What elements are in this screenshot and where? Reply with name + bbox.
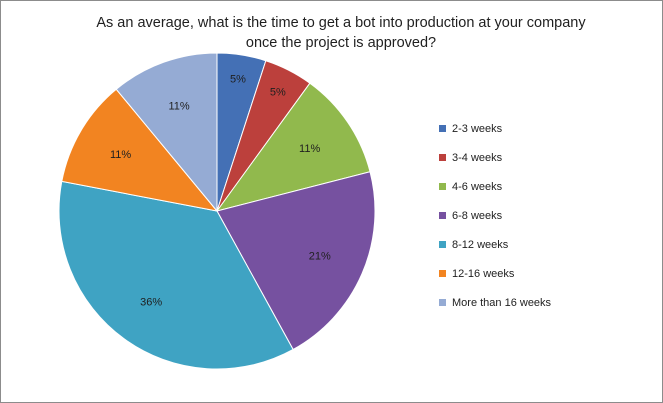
legend-item: 6-8 weeks <box>439 201 551 230</box>
legend-label: More than 16 weeks <box>452 296 552 309</box>
legend-label: 8-12 weeks <box>452 238 509 251</box>
legend-label: 4-6 weeks <box>452 180 503 193</box>
pie-data-label: 11% <box>168 101 189 113</box>
chart-title-line-2: once the project is approved? <box>245 35 437 51</box>
pie-data-label: 5% <box>270 87 286 99</box>
pie-data-label: 11% <box>299 143 320 155</box>
legend-label: 6-8 weeks <box>452 209 503 222</box>
legend-swatch <box>439 270 446 277</box>
legend-label: 12-16 weeks <box>452 267 515 280</box>
legend-label: 3-4 weeks <box>452 151 503 164</box>
legend-item: 4-6 weeks <box>439 172 551 201</box>
pie-data-label: 5% <box>230 74 246 86</box>
pie-slice-12-16-weeks <box>61 88 219 212</box>
chart-title-line-1: As an average, what is the time to get a… <box>96 15 586 31</box>
pie-slice-4-6-weeks <box>215 82 371 212</box>
pie-data-label: 36% <box>140 297 162 309</box>
legend-item: 8-12 weeks <box>439 230 551 259</box>
pie-slice-6-8-weeks <box>216 171 376 351</box>
legend-item: 3-4 weeks <box>439 143 551 172</box>
pie-data-label: 11% <box>110 149 131 161</box>
legend-swatch <box>439 183 446 190</box>
chart-legend: 2-3 weeks 3-4 weeks 4-6 weeks 6-8 weeks 8-12… <box>439 114 551 317</box>
legend-label: 2-3 weeks <box>452 122 503 135</box>
pie-data-label: 21% <box>309 250 331 262</box>
legend-swatch <box>439 154 446 161</box>
legend-item: 2-3 weeks <box>439 114 551 143</box>
chart-title: As an average, what is the time to get a… <box>61 13 621 53</box>
legend-item: 12-16 weeks <box>439 259 551 288</box>
legend-swatch <box>439 299 446 306</box>
pie-slice-8-12-weeks <box>58 180 294 370</box>
legend-item: More than 16 weeks <box>439 288 551 317</box>
pie-slice-more-than-16-weeks <box>115 52 218 213</box>
legend-swatch <box>439 241 446 248</box>
legend-swatch <box>439 212 446 219</box>
legend-swatch <box>439 125 446 132</box>
